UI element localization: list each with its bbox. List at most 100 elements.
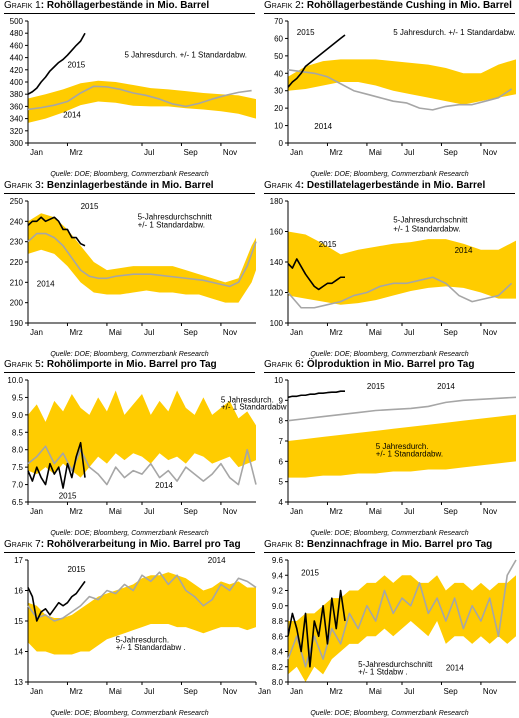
chart-title: Grafik 5: Rohölimporte in Mio. Barrel pr… — [4, 359, 217, 370]
chart-title-text: Rohöllagerbestände Cushing in Mio. Barre… — [306, 0, 512, 11]
chart-title-text: Rohölimporte in Mio. Barrel pro Tag — [46, 359, 217, 370]
chart-svg: 0 10 20 30 40 50 60 70 Jan Mrz Mai Jul Sep Nov 5 Jahre… — [274, 17, 516, 157]
chart-label: Grafik 5 — [4, 359, 41, 370]
title-rule — [264, 372, 515, 373]
chart-title-text: Benzinlagerbestände in Mio. Barrel — [46, 180, 214, 191]
chart-source: Quelle: DOE; Bloomberg, Commerzbank Rese… — [310, 530, 469, 537]
annotation-label: +/- 1 Standardabw . — [116, 643, 186, 652]
y-tick-label: 420 — [10, 66, 24, 75]
annotation-label: +/- 1 Standardabw — [221, 403, 287, 412]
y-tick-label: 8.0 — [272, 678, 284, 687]
x-tick-label: Mrz — [69, 148, 82, 157]
y-tick-label: 440 — [10, 54, 24, 63]
y-tick-label: 8.8 — [272, 617, 284, 626]
annotation-label: 2014 — [37, 279, 55, 288]
series-2015-line — [27, 32, 86, 95]
y-tick-label: 140 — [270, 258, 284, 267]
x-tick-label: Nov — [223, 328, 237, 337]
annotation-label: 2015 — [81, 202, 99, 211]
y-tick-label: 380 — [10, 90, 24, 99]
annotation-label: 2015 — [367, 382, 385, 391]
x-tick-label: Mrz — [329, 687, 342, 696]
annotation-label: 2015 — [67, 565, 85, 574]
chart-source: Quelle: DOE; Bloomberg, Commerzbank Rese… — [310, 171, 469, 178]
chart-title: Grafik 6: Ölproduktion in Mio. Barrel pr… — [264, 359, 475, 370]
chart-label: Grafik 7 — [4, 539, 41, 550]
y-tick-label: 13 — [14, 678, 23, 687]
x-tick-label: Jul — [404, 328, 414, 337]
chart-label: Grafik 3 — [4, 180, 41, 191]
y-tick-label: 4 — [279, 498, 284, 507]
annotation-label: 2015 — [67, 60, 85, 69]
y-tick-label: 0 — [279, 139, 284, 148]
x-tick-label: Jul — [404, 507, 414, 516]
chart-label: Grafik 2 — [264, 0, 301, 11]
annotation-label: +/- 1 Standardabw. — [138, 220, 205, 229]
y-tick-label: 340 — [10, 115, 24, 124]
std-band — [288, 575, 516, 682]
title-rule — [4, 13, 255, 14]
chart-panel-2: Grafik 2: Rohöllagerbestände Cushing in … — [260, 0, 519, 179]
chart-title-text: Rohöllagerbestände in Mio. Barrel — [46, 0, 210, 11]
x-tick-label: Jul — [404, 148, 414, 157]
chart-panel-4: Grafik 4: Destillatelagerbestände in Mio… — [260, 180, 519, 359]
y-tick-label: 15 — [14, 617, 23, 626]
x-tick-label: Mai — [109, 687, 122, 696]
chart-title: Grafik 7: Rohölverarbeitung in Mio. Barr… — [4, 539, 241, 550]
chart-panel-3: Grafik 3: Benzinlagerbestände in Mio. Ba… — [0, 180, 259, 359]
x-tick-label: Nov — [483, 507, 497, 516]
y-tick-label: 8 — [279, 417, 284, 426]
y-tick-label: 100 — [270, 319, 284, 328]
x-tick-label: Jan — [290, 687, 303, 696]
y-tick-label: 8.2 — [272, 663, 284, 672]
annotation-label: 2015 — [297, 28, 315, 37]
series-2015-line — [287, 258, 345, 291]
chart-title: Grafik 3: Benzinlagerbestände in Mio. Ba… — [4, 180, 214, 191]
y-tick-label: 50 — [274, 52, 283, 61]
x-tick-label: Mrz — [69, 687, 82, 696]
y-tick-label: 7.5 — [12, 463, 24, 472]
y-tick-label: 70 — [274, 17, 283, 26]
annotation-label: 2014 — [446, 664, 464, 673]
series-2015-line — [27, 580, 86, 622]
y-tick-label: 180 — [270, 197, 284, 206]
y-tick-label: 9.0 — [272, 602, 284, 611]
annotation-label: 2014 — [455, 246, 473, 255]
x-tick-label: Mrz — [329, 507, 342, 516]
chart-panel-5: Grafik 5: Rohölimporte in Mio. Barrel pr… — [0, 359, 287, 538]
chart-title: Grafik 8: Benzinnachfrage in Mio. Barrel… — [264, 539, 493, 550]
x-tick-label: Nov — [223, 687, 237, 696]
x-tick-label: Jul — [144, 328, 154, 337]
series-2014-line — [27, 85, 252, 111]
annotation-label: 5 Jahresdurch. — [376, 442, 429, 451]
series-2015-line — [287, 589, 346, 668]
y-tick-label: 250 — [10, 197, 24, 206]
x-tick-label: Mai — [109, 328, 122, 337]
x-tick-label: Jan — [290, 148, 303, 157]
y-tick-label: 360 — [10, 102, 24, 111]
y-tick-label: 7 — [279, 437, 284, 446]
chart-label: Grafik 4 — [264, 180, 301, 191]
y-tick-label: 9.6 — [272, 556, 284, 565]
chart-title: Grafik 4: Destillatelagerbestände in Mio… — [264, 180, 486, 191]
chart-svg: 6.5 7.0 7.5 8.0 8.5 9.0 9.5 10.0 Jan Mrz Mai Jul Sep… — [7, 376, 286, 516]
y-tick-label: 400 — [10, 78, 24, 87]
chart-source: Quelle: DOE; Bloomberg, Commerzbank Rese… — [50, 351, 209, 358]
series-2015-line — [27, 441, 86, 489]
annotation-label: 2015 — [301, 568, 319, 577]
x-tick-label: Sep — [443, 687, 458, 696]
title-rule — [264, 193, 515, 194]
y-tick-label: 9.2 — [272, 587, 284, 596]
chart-title: Grafik 1: Rohöllagerbestände in Mio. Bar… — [4, 0, 210, 11]
chart-svg: 13 14 15 16 17 Jan Mrz Mai Jul Sep Nov Jan 5-Jahresd… — [14, 556, 271, 696]
x-tick-label: Sep — [183, 148, 198, 157]
x-tick-label: Jan — [30, 687, 43, 696]
x-tick-label: Sep — [443, 507, 458, 516]
y-tick-label: 460 — [10, 41, 24, 50]
series-2014-line — [287, 396, 517, 422]
x-tick-label: Jan — [30, 328, 43, 337]
series-2014-line — [27, 445, 257, 486]
annotation-label: 2014 — [63, 110, 81, 119]
title-rule — [4, 193, 255, 194]
x-tick-label: Mrz — [329, 328, 342, 337]
